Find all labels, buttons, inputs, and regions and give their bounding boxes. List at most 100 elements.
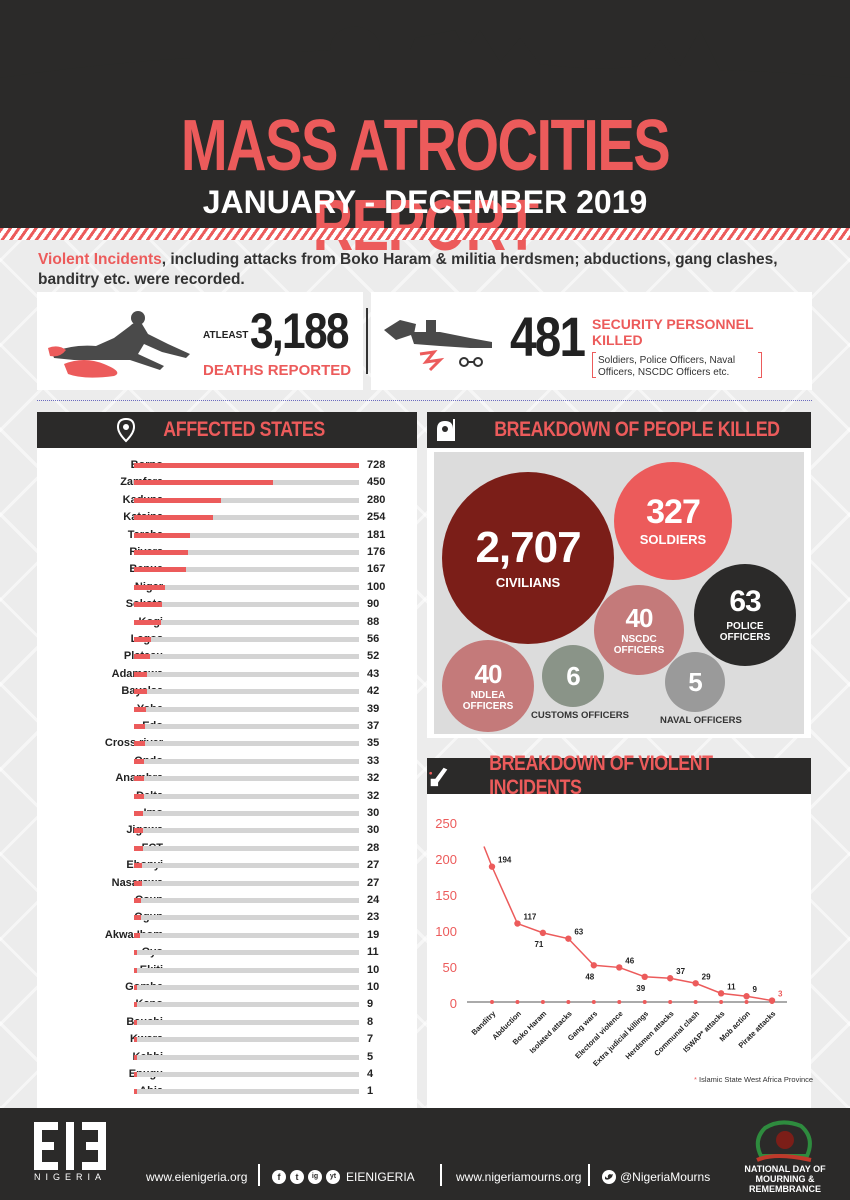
state-row: Niger100 [37, 579, 417, 596]
state-bar-track [134, 515, 359, 521]
state-bar-track [134, 550, 359, 555]
bubble-nscdc: 40 NSCDC OFFICERS [594, 585, 684, 675]
state-row: Delta32 [37, 788, 417, 805]
state-bar [134, 967, 138, 973]
incidents-point [692, 980, 699, 987]
twitter-icon[interactable]: t [290, 1170, 304, 1184]
twitter-bird-icon[interactable] [602, 1170, 616, 1184]
civilians-label: CIVILIANS [495, 574, 561, 590]
soldiers-value: 327 [646, 492, 701, 531]
state-name: Akwa Ibom [104, 928, 163, 941]
state-bar-track [134, 741, 359, 747]
state-bar [134, 706, 147, 712]
x-tick-dot [540, 1000, 545, 1004]
incidents-data-label: 71 [534, 940, 543, 949]
state-bar-track [134, 463, 359, 468]
state-value: 32 [367, 789, 380, 802]
bubble-customs: 6 [542, 645, 604, 707]
incidents-data-label: 3 [778, 990, 783, 999]
state-row: Ebonyi27 [37, 857, 417, 874]
footer-site-nigeriamourns[interactable]: www.nigeriamourns.org [456, 1170, 582, 1184]
state-bar-track [134, 689, 359, 695]
x-tick-dot [566, 1000, 571, 1004]
state-bar-track [134, 1002, 359, 1008]
incidents-point [666, 975, 674, 982]
state-value: 167 [367, 563, 386, 576]
instagram-icon[interactable]: ig [308, 1170, 322, 1184]
bracket-left [592, 352, 596, 378]
state-bar-track [134, 811, 359, 816]
footer-handle-eienigeria[interactable]: EIENIGERIA [346, 1170, 415, 1184]
state-bar [134, 898, 142, 903]
state-value: 5 [367, 1050, 374, 1063]
state-bar-track [134, 985, 359, 990]
state-bar [134, 811, 144, 816]
state-bar-track [134, 497, 359, 503]
incidents-point [539, 929, 547, 937]
state-bar-track [134, 619, 359, 625]
state-value: 32 [367, 772, 380, 785]
state-bar [134, 584, 165, 590]
deaths-value: 3,188 [250, 303, 350, 359]
state-value: 23 [367, 911, 380, 924]
state-row: Sokoto90 [37, 596, 417, 613]
state-value: 39 [367, 702, 380, 715]
state-bar-track [134, 706, 359, 712]
incidents-data-label: 46 [625, 956, 634, 965]
deaths-prefix: ATLEAST [203, 330, 249, 341]
state-bar [134, 497, 221, 503]
state-value: 28 [367, 841, 380, 854]
state-row: Edo37 [37, 718, 417, 735]
state-bar-track [134, 758, 359, 764]
state-value: 24 [367, 894, 380, 906]
footer-handle-nigeriamourns[interactable]: @NigeriaMourns [620, 1170, 711, 1184]
state-bar [134, 724, 146, 729]
state-value: 37 [367, 720, 380, 732]
x-tick-dot [515, 1000, 520, 1004]
state-bar [134, 532, 190, 538]
y-tick-label: 200 [435, 852, 457, 867]
state-bar [134, 550, 189, 555]
y-tick-label: 100 [435, 924, 457, 939]
facebook-icon[interactable]: f [272, 1170, 286, 1184]
state-bar-track [134, 793, 359, 799]
footer-separator [588, 1164, 590, 1186]
state-bar [134, 950, 138, 956]
state-value: 8 [367, 1015, 374, 1028]
state-value: 254 [367, 511, 386, 524]
state-bar-track [134, 1072, 359, 1077]
state-bar [134, 671, 148, 677]
map-pin-icon [116, 417, 135, 443]
state-bar-track [134, 637, 359, 642]
state-row: Gombe10 [37, 979, 417, 996]
state-row: Kwara7 [37, 1031, 417, 1048]
state-bar-track [134, 1037, 359, 1043]
state-bar [134, 515, 213, 521]
incidents-data-label: 63 [574, 928, 583, 937]
y-tick-label: 50 [443, 960, 457, 975]
state-row: Taraba181 [37, 527, 417, 544]
state-value: 30 [367, 824, 380, 837]
state-bar-track [134, 1054, 359, 1060]
state-row: Ogun23 [37, 909, 417, 926]
intro-body: , including attacks from Boko Haram & mi… [38, 251, 778, 288]
affected-states-title: AFFECTED STATES [163, 418, 325, 441]
state-bar-track [134, 898, 359, 903]
footer-site-eienigeria[interactable]: www.eienigeria.org [146, 1170, 248, 1184]
state-row: Plateau52 [37, 648, 417, 665]
violent-incidents-chart: 250 200 150 100 50 0 194 Banditry 117 Abduction 71… [427, 794, 811, 1108]
state-bar [134, 758, 145, 764]
bracket-right [758, 352, 762, 378]
state-bar-track [134, 915, 359, 921]
incidents-data-label: 48 [585, 972, 594, 981]
state-value: 9 [367, 998, 374, 1011]
national-mourning-logo-icon [755, 1120, 812, 1162]
youtube-icon[interactable]: yt [326, 1170, 340, 1184]
state-value: 450 [367, 476, 386, 489]
state-bar [134, 793, 144, 799]
soldiers-label: SOLDIERS [639, 531, 707, 547]
fallen-officer-icon [384, 320, 492, 372]
security-value: 481 [510, 305, 586, 368]
incidents-point [590, 962, 598, 969]
state-bar [134, 480, 274, 486]
